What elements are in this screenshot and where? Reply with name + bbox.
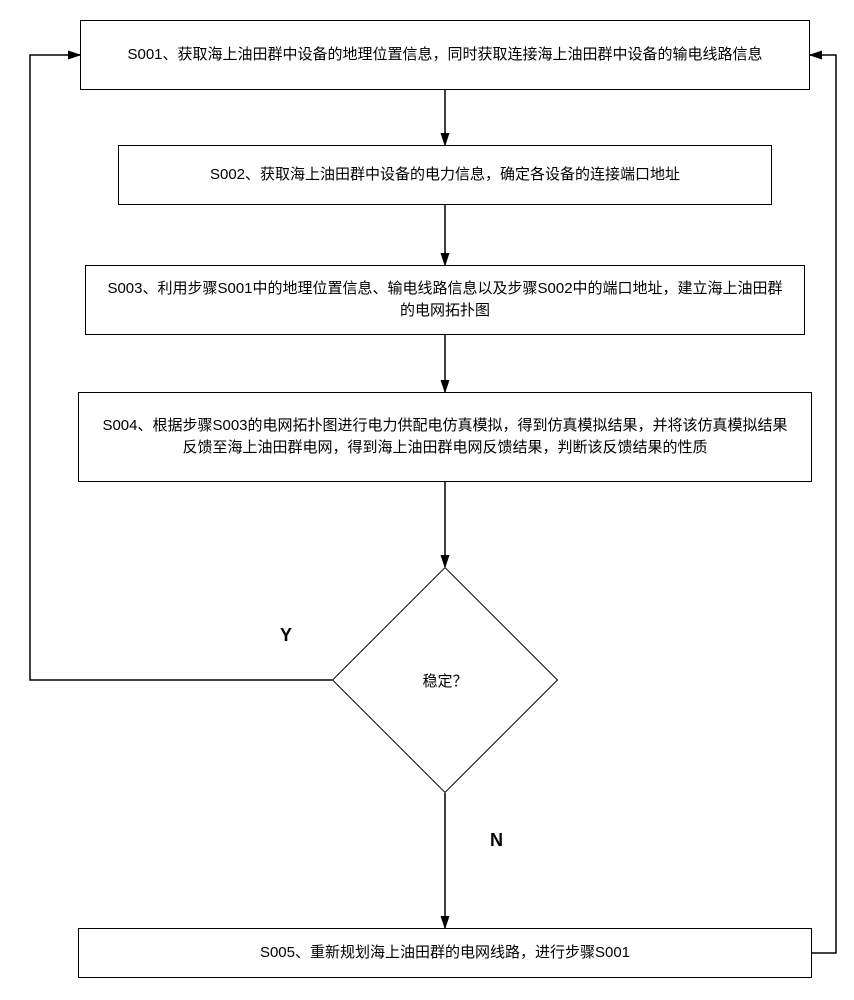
node-s002-text: S002、获取海上油田群中设备的电力信息，确定各设备的连接端口地址 — [210, 164, 680, 187]
node-decision-text: 稳定？ — [422, 670, 467, 691]
flowchart-container: S001、获取海上油田群中设备的地理位置信息，同时获取连接海上油田群中设备的输电… — [0, 0, 854, 1000]
label-yes: Y — [280, 625, 292, 646]
label-no: N — [490, 830, 503, 851]
node-s001-text: S001、获取海上油田群中设备的地理位置信息，同时获取连接海上油田群中设备的输电… — [127, 44, 762, 67]
node-s002: S002、获取海上油田群中设备的电力信息，确定各设备的连接端口地址 — [118, 145, 772, 205]
node-s005-text: S005、重新规划海上油田群的电网线路，进行步骤S001 — [260, 942, 630, 965]
node-s003-text: S003、利用步骤S001中的地理位置信息、输电线路信息以及步骤S002中的端口… — [106, 278, 784, 323]
edge-s005-s001 — [810, 55, 836, 953]
node-s005: S005、重新规划海上油田群的电网线路，进行步骤S001 — [78, 928, 812, 978]
node-s001: S001、获取海上油田群中设备的地理位置信息，同时获取连接海上油田群中设备的输电… — [80, 20, 810, 90]
node-s003: S003、利用步骤S001中的地理位置信息、输电线路信息以及步骤S002中的端口… — [85, 265, 805, 335]
node-s004-text: S004、根据步骤S003的电网拓扑图进行电力供配电仿真模拟，得到仿真模拟结果，… — [99, 415, 791, 460]
node-s004: S004、根据步骤S003的电网拓扑图进行电力供配电仿真模拟，得到仿真模拟结果，… — [78, 392, 812, 482]
node-decision: 稳定？ — [365, 600, 525, 760]
